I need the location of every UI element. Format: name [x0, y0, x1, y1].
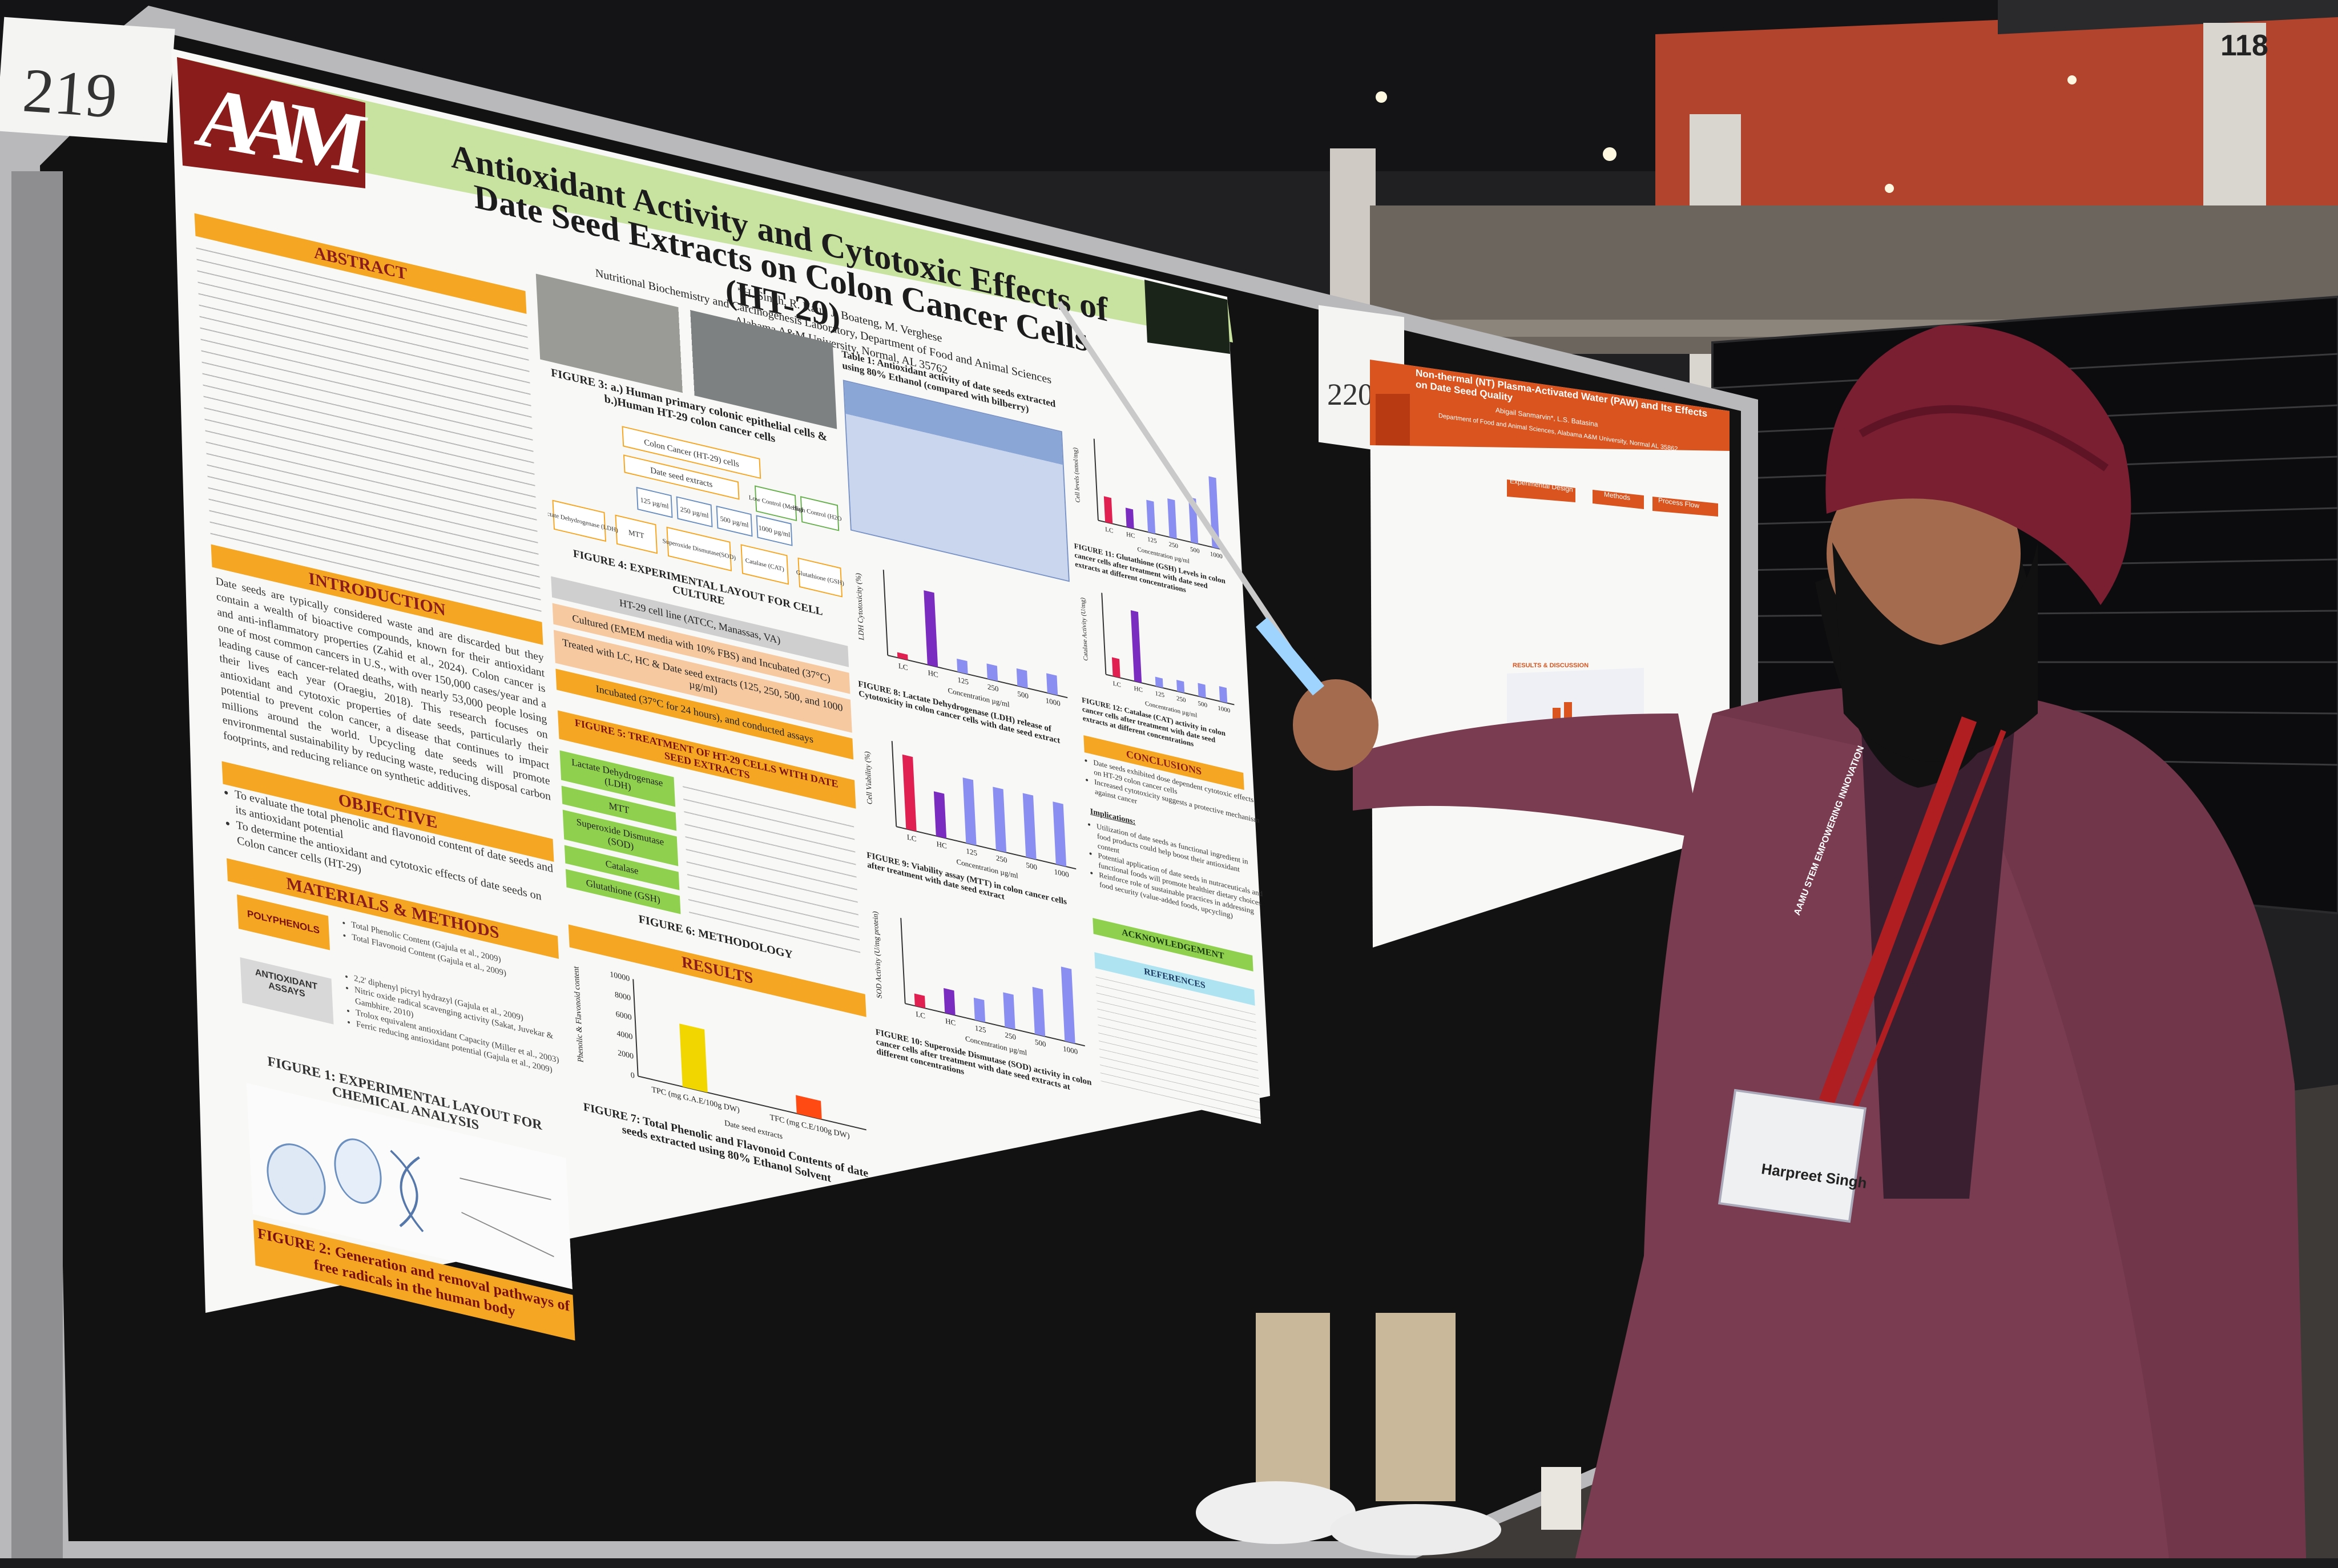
- x-tick-label: LC: [1105, 526, 1114, 535]
- chart-bar: [924, 590, 938, 667]
- figure12-chart: LC HC 125 250 500 1000 Catalase Activity (U/mg…: [1079, 592, 1235, 719]
- chart-bar: [914, 993, 926, 1009]
- chart-bar: [796, 1095, 822, 1120]
- y-axis: [882, 569, 889, 656]
- chart-bar: [986, 663, 998, 682]
- x-tick-label: HC: [928, 668, 938, 679]
- chart-bar: [944, 988, 956, 1015]
- x-tick-label: 250: [1168, 541, 1178, 550]
- chart-bar: [1111, 657, 1120, 678]
- chart-bar: [1198, 683, 1206, 698]
- x-tick-label: 250: [1005, 1030, 1017, 1041]
- chart-bar: [1176, 680, 1185, 694]
- y-tick-label: 2000: [618, 1049, 634, 1061]
- chart-bar: [962, 777, 977, 846]
- figure4-flowchart: Colon Cancer (HT-29) cells Date seed ext…: [542, 426, 846, 598]
- y-axis-label: Catalase Activity (U/mg): [1079, 596, 1089, 661]
- y-axis: [632, 979, 639, 1077]
- x-tick-label: 125: [1155, 690, 1164, 699]
- chart-bar: [1155, 676, 1163, 688]
- x-tick-label: 500: [1035, 1038, 1047, 1049]
- x-tick-label: 125: [957, 675, 969, 686]
- x-axis: [896, 826, 1077, 870]
- y-axis: [1101, 592, 1107, 675]
- x-axis: [638, 1075, 866, 1131]
- chart-bar: [902, 754, 917, 832]
- free-radical-diagram: [246, 1083, 573, 1289]
- chart-bar: [1125, 507, 1134, 529]
- chart-bar: [973, 997, 986, 1023]
- figure7-chart: TPC (mg G.A.E/100g DW)TFC (mg C.E/100g D…: [571, 965, 866, 1141]
- chart-bar: [957, 658, 968, 675]
- chart-bar: [1061, 966, 1075, 1044]
- x-tick-label: LC: [907, 833, 917, 844]
- chart-bar: [993, 787, 1007, 853]
- chart-bar: [1046, 673, 1058, 696]
- chart-bar: [1130, 610, 1142, 683]
- x-tick-label: 125: [966, 847, 978, 857]
- x-tick-label: HC: [945, 1017, 956, 1027]
- x-tick-label: 500: [1190, 546, 1200, 555]
- x-axis: [1106, 674, 1235, 706]
- chart-bar: [1003, 992, 1015, 1030]
- second-poster-header: RESULTS & DISCUSSION: [1513, 662, 1589, 669]
- x-axis: [1098, 519, 1227, 551]
- x-tick-label: HC: [936, 840, 947, 850]
- y-tick-label: 4000: [616, 1029, 633, 1042]
- y-axis-label: LDH Cytotoxicity (%): [854, 572, 866, 641]
- x-axis: [905, 1003, 1085, 1047]
- y-tick-label: 6000: [615, 1010, 632, 1022]
- x-tick-label: 250: [996, 853, 1008, 864]
- chart-bar: [897, 652, 908, 660]
- x-tick-label: 125: [975, 1023, 987, 1034]
- x-tick-label: 250: [987, 682, 999, 693]
- chart-bar: [1032, 986, 1046, 1037]
- x-tick-label: HC: [1126, 531, 1135, 539]
- y-axis-label: Cell levels (nmol/mg): [1072, 446, 1082, 503]
- chart-bar: [933, 791, 947, 839]
- x-tick-label: 1000: [1210, 551, 1223, 561]
- chart-bar: [1146, 499, 1156, 534]
- x-tick-label: 125: [1147, 536, 1157, 545]
- x-tick-label: LC: [1112, 680, 1121, 689]
- y-tick-label: 8000: [615, 990, 631, 1003]
- chart-bar: [1167, 498, 1177, 539]
- y-axis-label: Cell Viability (%): [862, 750, 873, 805]
- y-axis: [891, 740, 897, 827]
- x-tick-label: 1000: [1045, 696, 1061, 708]
- x-axis: [888, 655, 1068, 699]
- board-number-right: 220: [1327, 377, 1373, 412]
- x-tick-label: 1000: [1063, 1044, 1078, 1056]
- chart-bar: [1016, 668, 1028, 688]
- x-tick-label: LC: [916, 1010, 926, 1021]
- x-tick-label: 500: [1017, 690, 1029, 700]
- poster-content: Antioxidant Activity and Cytotoxic Effec…: [183, 136, 1303, 1568]
- chart-bar: [1053, 801, 1067, 867]
- y-axis: [1093, 438, 1099, 521]
- chart-bar: [1219, 686, 1228, 703]
- x-tick-label: HC: [1134, 685, 1143, 694]
- x-tick-label: 250: [1176, 695, 1186, 704]
- arena-section-label: 118: [2220, 29, 2268, 62]
- chart-bar: [679, 1023, 708, 1093]
- fig4-assay: MTT: [628, 528, 644, 540]
- y-tick-label: 0: [630, 1070, 635, 1080]
- y-axis: [900, 917, 906, 1004]
- chart-bar: [1022, 793, 1037, 860]
- chart-bar: [1103, 496, 1113, 524]
- x-tick-label: LC: [898, 662, 909, 672]
- x-tick-label: 500: [1198, 700, 1207, 709]
- x-tick-label: 1000: [1218, 705, 1231, 715]
- x-tick-label: 1000: [1054, 867, 1069, 879]
- x-tick-label: 500: [1026, 861, 1038, 872]
